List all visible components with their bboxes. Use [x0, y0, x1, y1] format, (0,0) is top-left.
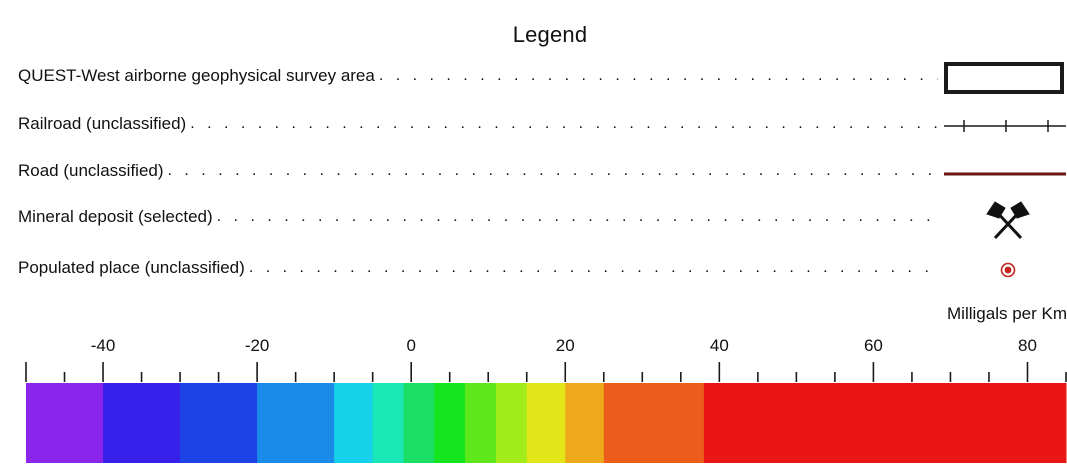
scale-band	[465, 383, 497, 463]
survey-area-box-symbol	[944, 62, 1064, 94]
legend-item-label: Road (unclassified)	[18, 161, 164, 180]
survey-area-box	[944, 62, 1064, 94]
dotted-leader: . . . . . . . . . . . . . . . . . . . . …	[216, 208, 938, 225]
railroad-symbol	[944, 120, 1066, 132]
dotted-leader: . . . . . . . . . . . . . . . . . . . . …	[378, 67, 938, 84]
scale-band	[565, 383, 605, 463]
scale-band	[334, 383, 374, 463]
legend-item-road: Road (unclassified) . . . . . . . . . . …	[18, 157, 938, 181]
road-symbol	[944, 172, 1066, 176]
scale-tick-label: 0	[406, 336, 415, 355]
legend-title: Legend	[512, 22, 588, 47]
legend-item-label: Mineral deposit (selected)	[18, 207, 213, 226]
railroad-line	[944, 120, 1066, 132]
scale-band	[372, 383, 404, 463]
scale-band	[26, 383, 104, 463]
scale-band	[257, 383, 335, 463]
scale-tick-label: 80	[1018, 336, 1037, 355]
scale-band	[180, 383, 258, 463]
legend-item-survey-area: QUEST-West airborne geophysical survey a…	[18, 62, 938, 86]
scale-band	[526, 383, 566, 463]
scale-band	[495, 383, 528, 463]
scale-band	[603, 383, 705, 463]
scale-band	[403, 383, 435, 463]
legend-item-railroad: Railroad (unclassified) . . . . . . . . …	[18, 110, 938, 134]
legend-item-label: Railroad (unclassified)	[18, 114, 187, 133]
scale-band	[703, 383, 1067, 463]
scale-tick-label: 20	[556, 336, 575, 355]
legend-item-label: QUEST-West airborne geophysical survey a…	[18, 66, 375, 85]
legend-item-mineral-deposit: Mineral deposit (selected) . . . . . . .…	[18, 203, 938, 227]
scale-tick-label: 60	[864, 336, 883, 355]
scale-unit-label: Milligals per Km	[947, 304, 1067, 323]
crossed-hammers-icon	[986, 201, 1030, 240]
scale-tick-label: -40	[91, 336, 116, 355]
dotted-leader: . . . . . . . . . . . . . . . . . . . . …	[248, 259, 938, 276]
dotted-leader: . . . . . . . . . . . . . . . . . . . . …	[167, 162, 938, 179]
legend-item-populated-place: Populated place (unclassified) . . . . .…	[18, 254, 938, 278]
scale-tick-label: 40	[710, 336, 729, 355]
populated-place-icon	[1000, 262, 1016, 278]
dotted-leader: . . . . . . . . . . . . . . . . . . . . …	[190, 115, 938, 132]
scale-tick-label: -20	[245, 336, 270, 355]
legend-item-label: Populated place (unclassified)	[18, 258, 245, 277]
color-scale-bar: -40 -20 0 20 40 60 80	[25, 336, 1067, 463]
scale-band	[434, 383, 466, 463]
scale-band	[103, 383, 181, 463]
